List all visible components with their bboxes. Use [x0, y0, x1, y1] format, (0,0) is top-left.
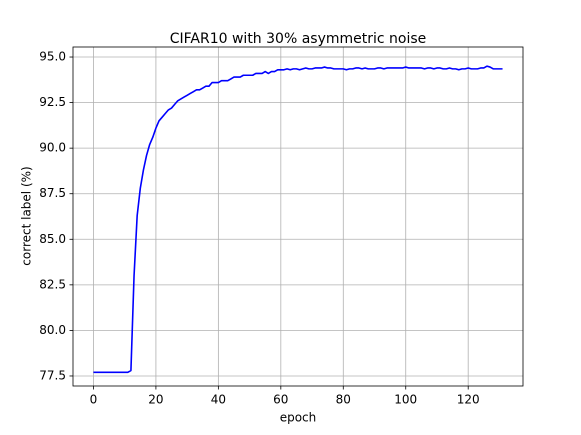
x-axis-label: epoch [280, 411, 317, 425]
y-axis-label: correct label (%) [20, 166, 34, 265]
x-tick-label: 120 [457, 393, 480, 407]
x-tick-label: 100 [394, 393, 417, 407]
x-tick-label: 20 [148, 393, 163, 407]
plot-frame [72, 46, 524, 387]
y-tick-label: 90.0 [39, 141, 66, 155]
y-tick-label: 85.0 [39, 232, 66, 246]
y-tick-label: 92.5 [39, 95, 66, 109]
x-tick-label: 40 [211, 393, 226, 407]
data-line [93, 65, 503, 374]
chart-title: CIFAR10 with 30% asymmetric noise [170, 31, 427, 47]
y-tick-label: 77.5 [39, 368, 66, 382]
x-tick-label: 0 [90, 393, 98, 407]
y-tick-label: 80.0 [39, 323, 66, 337]
y-tick-label: 82.5 [39, 277, 66, 291]
x-tick-label: 60 [273, 393, 288, 407]
y-tick-label: 87.5 [39, 186, 66, 200]
x-tick-label: 80 [336, 393, 351, 407]
y-tick-label: 95.0 [39, 50, 66, 64]
